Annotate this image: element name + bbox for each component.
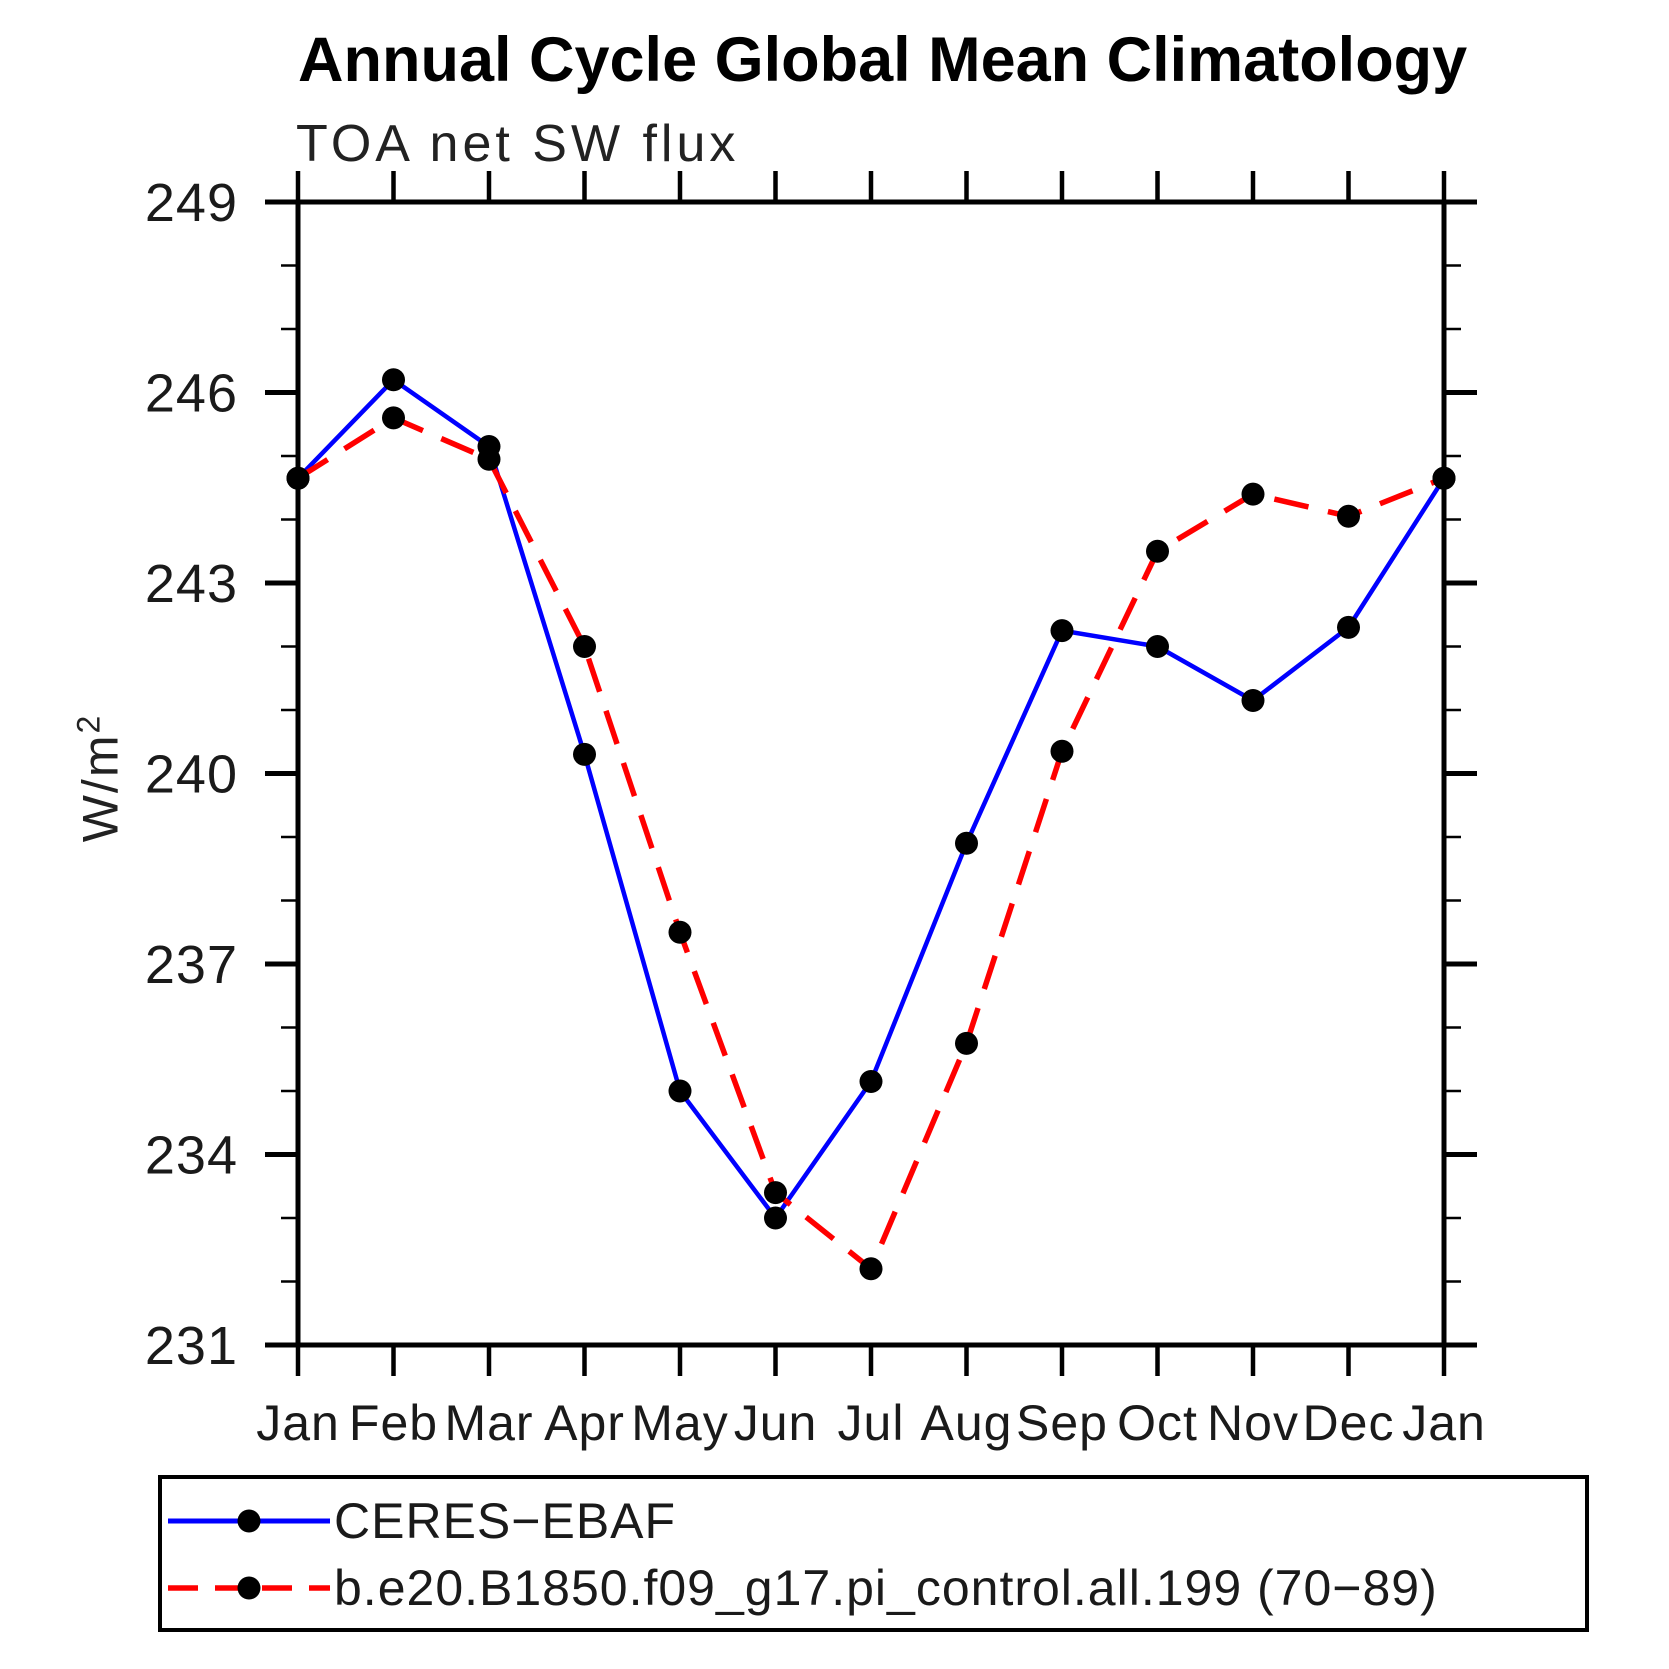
data-point-marker-series-1 [1146, 539, 1169, 563]
data-point-marker-series-0 [1050, 619, 1074, 643]
chart-title: Annual Cycle Global Mean Climatology [298, 25, 1468, 95]
x-axis-tick-label: Aug [921, 1395, 1013, 1451]
data-point-marker-series-1 [1050, 739, 1074, 763]
data-point-marker-series-0 [764, 1206, 787, 1230]
y-axis-tick-label: 243 [145, 554, 238, 614]
y-axis-tick-label: 234 [145, 1126, 238, 1186]
data-point-marker-series-0 [859, 1070, 883, 1093]
legend: CERES−EBAF b.e20.B1850.f09_g17.pi_contro… [158, 1475, 1589, 1632]
data-point-marker-series-1 [1241, 482, 1265, 506]
plot-frame [295, 199, 1447, 1348]
x-axis-tick-label: Jul [838, 1395, 905, 1451]
x-axis-tick-label: Oct [1117, 1395, 1198, 1451]
x-axis-tick-label: Feb [349, 1395, 438, 1451]
x-axis-tick-label: Jan [1402, 1395, 1486, 1451]
y-axis-tick-label: 249 [145, 173, 238, 233]
data-point-marker-series-1 [859, 1257, 883, 1281]
data-point-marker-series-1 [1337, 504, 1360, 528]
legend-row-ceres: CERES−EBAF [164, 1493, 676, 1549]
data-point-marker-series-0 [1241, 689, 1265, 712]
x-axis-tick-label: Jan [256, 1395, 340, 1451]
legend-row-model: b.e20.B1850.f09_g17.pi_control.all.199 (… [164, 1560, 1438, 1616]
x-axis-tick-label: Dec [1303, 1395, 1395, 1451]
data-point-marker-series-1 [477, 447, 501, 471]
x-axis-tick-label: Mar [444, 1395, 533, 1451]
y-axis-tick-label: 237 [145, 935, 238, 995]
y-axis-tick-label: 240 [145, 745, 238, 805]
data-point-marker-series-0 [955, 831, 978, 855]
data-point-marker-series-0 [382, 368, 405, 392]
series-line-1 [296, 415, 1446, 1272]
data-point-marker-series-0 [1337, 615, 1360, 639]
x-axis-tick-label: Sep [1016, 1395, 1108, 1451]
legend-line-sample-solid [168, 1509, 330, 1533]
legend-label: b.e20.B1850.f09_g17.pi_control.all.199 (… [334, 1560, 1438, 1616]
x-axis-tick-label: Apr [544, 1395, 625, 1451]
x-axis-tick-label: Jun [734, 1395, 818, 1451]
y-axis-tick-label: 231 [145, 1316, 238, 1376]
data-point-marker-series-0 [668, 1079, 692, 1103]
data-point-marker-series-1 [1432, 466, 1456, 490]
y-axis-tick-label: 246 [145, 364, 238, 424]
data-point-marker-series-1 [382, 406, 405, 430]
x-axis-tick-label: May [631, 1395, 728, 1451]
legend-marker-icon [237, 1576, 261, 1600]
chart-subtitle: TOA net SW flux [296, 115, 740, 173]
legend-line-sample-dashed [168, 1576, 330, 1600]
x-axis-tick-label: Nov [1207, 1395, 1299, 1451]
legend-marker-icon [237, 1509, 261, 1533]
data-point-marker-series-1 [286, 466, 310, 490]
data-point-marker-series-1 [764, 1181, 787, 1205]
legend-label: CERES−EBAF [334, 1493, 677, 1549]
data-point-marker-series-0 [1146, 635, 1169, 658]
data-point-marker-series-1 [573, 635, 596, 658]
data-point-marker-series-1 [955, 1031, 978, 1055]
data-point-marker-series-1 [668, 920, 692, 944]
data-point-marker-series-0 [573, 742, 596, 766]
